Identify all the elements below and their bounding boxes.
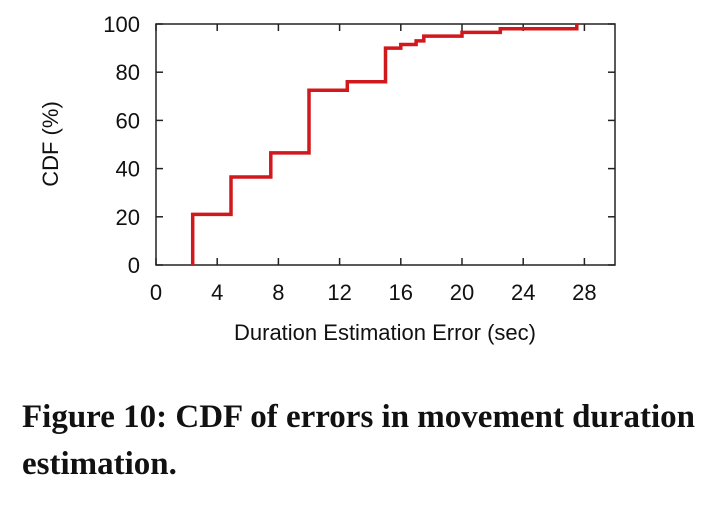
x-tick-label: 4 [211, 280, 223, 305]
axis-ticks [155, 23, 615, 266]
x-axis-title: Duration Estimation Error (sec) [234, 320, 536, 345]
x-tick-labels: 0 4 8 12 16 20 24 28 [150, 280, 597, 305]
y-tick-label: 80 [116, 60, 140, 85]
x-tick-label: 0 [150, 280, 162, 305]
y-tick-label: 0 [128, 253, 140, 278]
x-tick-label: 24 [511, 280, 535, 305]
x-tick-label: 28 [572, 280, 596, 305]
x-tick-label: 8 [272, 280, 284, 305]
y-tick-label: 20 [116, 205, 140, 230]
cdf-series-line [190, 24, 579, 265]
y-tick-label: 60 [116, 108, 140, 133]
plot-frame [155, 23, 616, 266]
cdf-chart: 0 4 8 12 16 20 24 28 0 20 40 60 80 100 Duration Esti… [38, 12, 616, 345]
figure-caption: Figure 10: CDF of errors in movement dur… [22, 399, 696, 482]
x-tick-label: 12 [327, 280, 351, 305]
y-axis-title: CDF (%) [38, 101, 63, 187]
y-tick-label: 100 [103, 12, 140, 37]
x-tick-label: 16 [389, 280, 413, 305]
y-tick-labels: 0 20 40 60 80 100 [103, 12, 140, 278]
y-tick-label: 40 [116, 157, 140, 182]
x-tick-label: 20 [450, 280, 474, 305]
